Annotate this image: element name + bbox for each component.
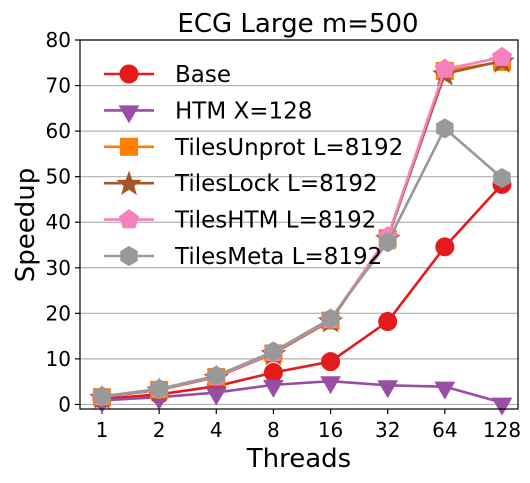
x-tick-label: 4: [210, 418, 223, 442]
series-line: [101, 127, 503, 398]
legend-label: HTM X=128: [175, 98, 312, 124]
y-axis-label: Speedup: [11, 168, 41, 283]
legend-swatch-marker: [118, 105, 140, 124]
chart-title: ECG Large m=500: [177, 9, 418, 39]
legend-swatch-marker: [118, 208, 140, 229]
legend-item: TilesLock L=8192: [104, 170, 378, 197]
data-point: [93, 386, 111, 407]
data-point: [491, 397, 513, 416]
x-axis-label: Threads: [246, 444, 351, 474]
legend-item: Base: [104, 62, 231, 88]
y-tick-label: 30: [46, 256, 71, 280]
legend-item: TilesUnprot L=8192: [104, 135, 403, 161]
data-point: [491, 46, 513, 66]
y-tick-label: 20: [46, 301, 71, 325]
y-tick-label: 70: [46, 74, 71, 98]
x-tick-label: 8: [267, 418, 280, 442]
legend-label: TilesUnprot L=8192: [174, 135, 403, 161]
legend-swatch-marker: [120, 245, 138, 267]
legend-label: TilesHTM L=8192: [174, 208, 376, 234]
legend-item: HTM X=128: [104, 98, 312, 124]
data-point: [264, 341, 283, 362]
data-point: [378, 312, 398, 332]
series-layer: [89, 46, 515, 416]
x-tick-label: 32: [375, 418, 400, 442]
legend-swatch-marker: [119, 64, 139, 84]
y-tick-label: 40: [46, 210, 71, 234]
x-tick-label: 2: [153, 418, 166, 442]
data-point: [207, 365, 226, 386]
series-tilesmeta-l-8192: [93, 118, 511, 407]
data-point: [493, 167, 511, 189]
legend-label: Base: [175, 62, 231, 88]
x-tick-label: 16: [318, 418, 343, 442]
legend-item: TilesHTM L=8192: [104, 208, 376, 234]
y-axis-ticks: 0 10 20 30 40 50 60 70 80: [46, 28, 80, 416]
legend-item: TilesMeta L=8192: [104, 244, 382, 270]
data-point: [263, 379, 284, 398]
data-point: [263, 363, 283, 383]
y-tick-label: 50: [46, 165, 71, 189]
data-point: [320, 376, 341, 395]
legend-swatch-marker: [120, 137, 138, 156]
series-line: [101, 379, 503, 404]
data-point: [377, 380, 399, 399]
legend-label: TilesMeta L=8192: [174, 244, 382, 270]
data-point: [435, 237, 455, 257]
data-point: [321, 352, 341, 372]
data-point: [434, 381, 456, 400]
x-axis-ticks: 1 2 4 8 16 32 64 128: [96, 409, 521, 442]
data-point: [436, 118, 454, 139]
y-tick-label: 0: [58, 392, 71, 416]
legend-swatch-marker: [116, 170, 142, 196]
data-point: [150, 378, 168, 400]
data-point: [434, 58, 455, 78]
x-tick-label: 128: [483, 418, 521, 442]
legend: Base HTM X=128 TilesUnprot L=8192 TilesLock…: [104, 62, 403, 270]
y-tick-label: 80: [46, 28, 71, 52]
data-point: [205, 387, 227, 406]
y-tick-label: 10: [46, 347, 71, 371]
data-point: [321, 308, 340, 329]
data-point: [378, 232, 397, 253]
legend-label: TilesLock L=8192: [174, 171, 378, 197]
x-tick-label: 64: [432, 418, 457, 442]
plot-frame: [79, 39, 519, 410]
y-tick-label: 60: [46, 119, 71, 143]
x-tick-label: 1: [96, 418, 109, 442]
